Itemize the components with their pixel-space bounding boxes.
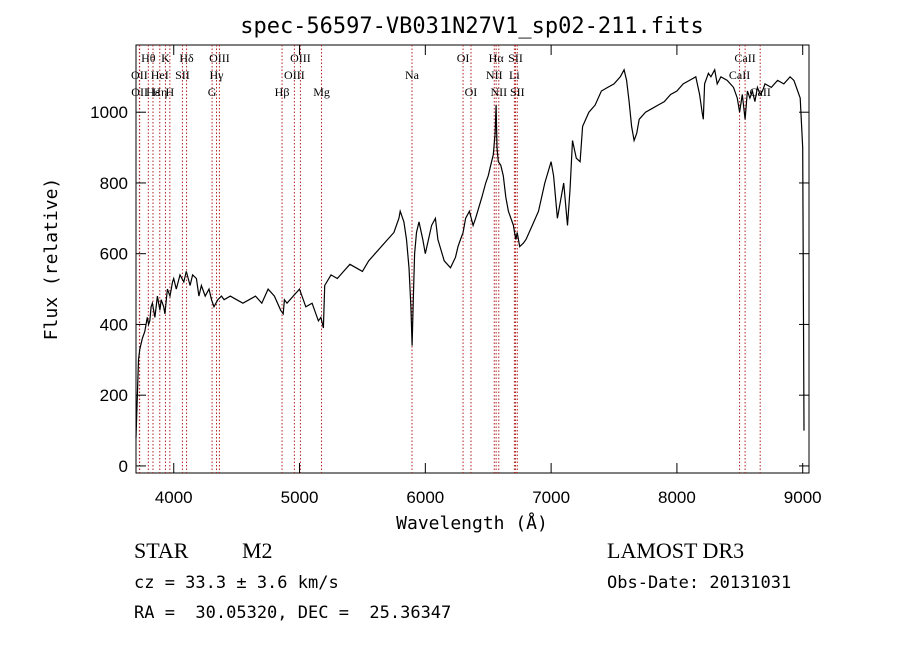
marker-label: CaII	[729, 68, 750, 82]
marker-label: OII	[131, 85, 148, 99]
marker-label: Hθ	[141, 51, 156, 65]
spectral-line-markers	[138, 45, 761, 473]
marker-label: Hβ	[275, 85, 290, 99]
marker-label: Mg	[313, 85, 330, 99]
marker-label: G	[208, 85, 217, 99]
marker-label: OIII	[290, 51, 311, 65]
y-tick-label: 800	[100, 174, 128, 193]
marker-label: Hα	[489, 51, 505, 65]
x-axis-label: Wavelength (Å)	[396, 512, 548, 534]
marker-label: NII	[490, 85, 507, 99]
radec-text: RA = 30.05320, DEC = 25.36347	[134, 603, 452, 623]
marker-label: OI	[465, 85, 478, 99]
marker-label: CaII	[734, 51, 755, 65]
marker-label: Hε	[146, 85, 160, 99]
y-tick-label: 200	[100, 386, 128, 405]
object-class: STAR	[134, 538, 189, 563]
marker-label: SII	[175, 68, 190, 82]
redshift-text: cz = 33.3 ± 3.6 km/s	[134, 573, 339, 593]
marker-label: SII	[508, 51, 523, 65]
x-tick-label: 4000	[155, 488, 193, 507]
x-tick-label: 8000	[658, 488, 696, 507]
x-tick-label: 5000	[281, 488, 319, 507]
x-tick-label: 7000	[532, 488, 570, 507]
object-subclass: M2	[242, 538, 273, 563]
y-axis-label: Flux (relative)	[41, 178, 62, 341]
spectrum-line	[135, 68, 805, 438]
y-tick-label: 1000	[90, 103, 128, 122]
marker-label: HeI	[151, 68, 169, 82]
survey-label: LAMOST DR3	[607, 538, 745, 563]
marker-label: CaII	[750, 85, 771, 99]
y-tick-label: 400	[100, 315, 128, 334]
marker-label: SII	[510, 85, 525, 99]
marker-label: OIII	[284, 68, 305, 82]
marker-label: Na	[405, 68, 420, 82]
marker-label: Li	[509, 68, 520, 82]
marker-label: OI	[457, 51, 470, 65]
marker-label: OIII	[209, 51, 230, 65]
x-tick-label: 6000	[406, 488, 444, 507]
marker-label: Hγ	[210, 68, 225, 82]
marker-label: H	[166, 85, 175, 99]
marker-label: Hη	[152, 85, 167, 99]
x-axis: 4000 5000 6000 7000 8000 9000	[155, 45, 822, 507]
y-tick-label: 600	[100, 245, 128, 264]
y-axis: 0 200 400 600 800 1000	[90, 103, 809, 476]
x-tick-label: 9000	[784, 488, 822, 507]
chart-title: spec-56597-VB031N27V1_sp02-211.fits	[240, 14, 704, 39]
marker-label: NII	[486, 68, 503, 82]
obs-date-text: Obs-Date: 20131031	[607, 573, 792, 593]
marker-label: K	[161, 51, 170, 65]
marker-label: OII	[131, 68, 148, 82]
marker-label: Hδ	[179, 51, 194, 65]
plot-frame	[135, 44, 810, 474]
y-tick-label: 0	[119, 457, 128, 476]
